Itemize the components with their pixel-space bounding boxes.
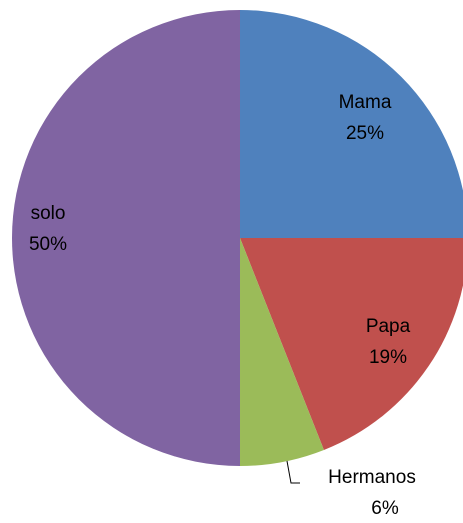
pie-slice — [240, 238, 324, 466]
slice-label: solo — [31, 203, 66, 224]
pie-slice — [240, 238, 463, 450]
pie-slice — [12, 10, 240, 466]
slice-label: Hermanos — [328, 467, 416, 488]
slice-value-label: 25% — [346, 123, 384, 144]
slice-label: Papa — [366, 316, 411, 337]
leader-line — [286, 460, 300, 484]
slice-label: Mama — [339, 92, 392, 113]
slice-value-label: 6% — [371, 498, 399, 519]
pie — [12, 10, 463, 466]
slice-value-label: 50% — [29, 234, 67, 255]
slice-value-label: 19% — [369, 347, 407, 368]
pie-slice — [240, 10, 463, 238]
